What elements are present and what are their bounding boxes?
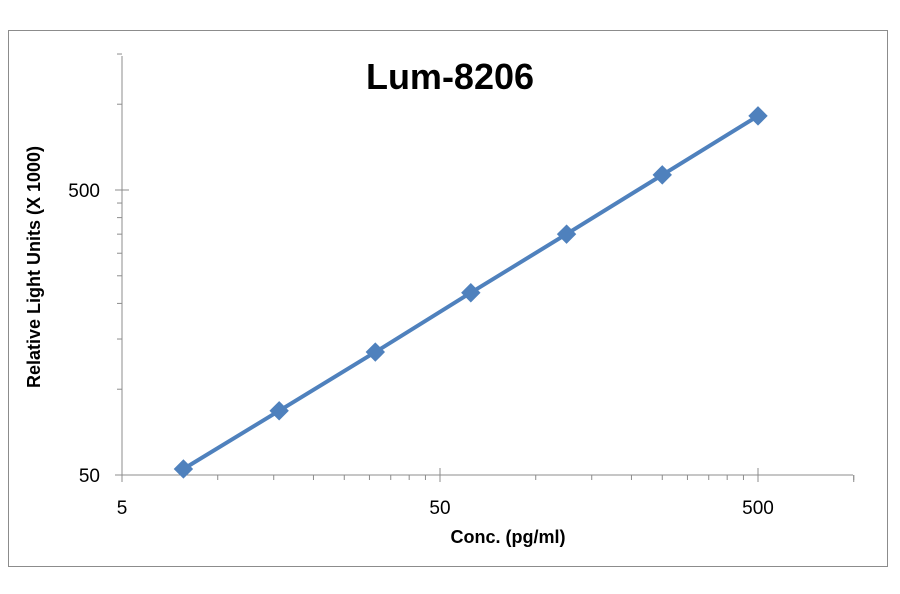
data-point-marker bbox=[652, 165, 672, 185]
x-tick-label: 5 bbox=[117, 498, 128, 519]
axes bbox=[115, 53, 855, 482]
y-axis-label: Relative Light Units (X 1000) bbox=[24, 146, 44, 388]
data-point-marker bbox=[365, 342, 386, 362]
y-tick-label: 50 bbox=[79, 466, 100, 487]
plot-area bbox=[173, 106, 768, 479]
x-axis-label: Conc. (pg/ml) bbox=[451, 527, 566, 547]
data-point-marker bbox=[461, 283, 481, 303]
chart-frame bbox=[8, 30, 888, 567]
data-point-marker bbox=[173, 459, 194, 479]
y-tick-label: 500 bbox=[68, 181, 100, 202]
data-point-marker bbox=[269, 401, 289, 421]
tick-labels: 5 50 500 50 500 bbox=[68, 181, 774, 519]
chart-title: Lum-8206 bbox=[366, 56, 534, 97]
x-tick-label: 500 bbox=[742, 498, 774, 519]
data-point-marker bbox=[556, 224, 577, 244]
x-tick-label: 50 bbox=[429, 498, 450, 519]
data-point-marker bbox=[748, 106, 768, 126]
